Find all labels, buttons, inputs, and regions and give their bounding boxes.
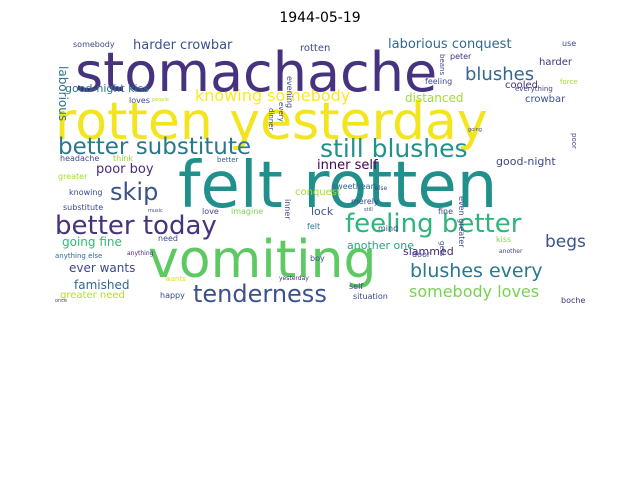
word-feeling-better: feeling better (345, 209, 522, 239)
word-going-fine: going fine (62, 235, 122, 249)
word-use: use (562, 39, 577, 48)
word-think: think (113, 154, 134, 163)
word-inner: inner (283, 199, 292, 220)
word-merely: merely (351, 197, 379, 206)
word-still: still (364, 207, 373, 213)
word-even-greater: even greater (457, 196, 466, 248)
word-anything-else: anything else (55, 252, 103, 260)
word-yesterday: yesterday (279, 275, 309, 282)
word-another-one: another one (347, 239, 414, 252)
word-blushes: blushes (465, 64, 535, 85)
word-harder-crowbar: harder crowbar (133, 38, 233, 53)
word-dinner: dinner (267, 108, 275, 131)
word-substitute: substitute (63, 203, 104, 212)
word-knowing-somebody: knowing somebody (195, 86, 351, 105)
word-loves: loves (129, 96, 150, 105)
word-tenderness: tenderness (193, 280, 327, 306)
chart-title: 1944-05-19 (279, 10, 361, 26)
word-lock: lock (311, 205, 334, 218)
word-begs: begs (545, 232, 585, 252)
word-self: self (349, 282, 364, 291)
word-poor: poor (570, 133, 578, 149)
word-vomiting: vomiting (148, 230, 377, 290)
word-mind: mind (378, 224, 399, 233)
word-cloud: felt rotten rotten yesterday stomachache… (55, 36, 585, 306)
word-still-blushes: still blushes (320, 134, 468, 163)
word-evening: evening (285, 76, 294, 109)
word-skip: skip (110, 178, 159, 206)
word-feeling: feeling (425, 77, 453, 86)
word-situation: situation (353, 292, 388, 301)
word-somebody-loves: somebody loves (409, 282, 540, 301)
word-crowbar: crowbar (525, 94, 566, 105)
word-stomachache: stomachache (75, 41, 438, 104)
word-ever-wants: ever wants (69, 261, 136, 275)
word-better-substitute: better substitute (58, 134, 252, 160)
word-love: love (202, 207, 219, 216)
word-poor-boy: poor boy (96, 162, 154, 177)
word-people: people (152, 97, 169, 103)
word-good-night-kiss: good-night kiss (65, 82, 150, 95)
word-boy: boy (310, 254, 325, 263)
word-kiss: kiss (496, 235, 512, 244)
word-conquest: conquest (295, 187, 341, 198)
word-another: another (499, 248, 523, 255)
word-cooled: cooled (505, 80, 539, 91)
word-felt-rotten: felt rotten (178, 149, 498, 223)
word-inner-self: inner self (317, 158, 378, 173)
word-felt: felt (307, 222, 321, 231)
word-wants: wants (165, 275, 186, 283)
word-slammed: slammed (403, 245, 454, 258)
word-force: force (560, 78, 578, 86)
word-fine: fine (438, 207, 454, 216)
word-greater: greater (58, 172, 88, 181)
word-going: going (468, 127, 482, 133)
word-boche: boche (561, 296, 585, 305)
word-rotten: rotten (300, 43, 331, 54)
word-need: need (158, 234, 178, 243)
word-peter: peter (450, 52, 472, 61)
word-every: every (277, 102, 285, 122)
word-laborious-conquest: laborious conquest (388, 37, 512, 52)
word-laborious: laborious (56, 66, 70, 122)
word-greater-need: greater need (60, 290, 125, 301)
word-everything: everything (515, 85, 553, 93)
word-somebody: somebody (73, 40, 115, 49)
word-distanced: distanced (405, 91, 464, 105)
word-better-today: better today (55, 211, 217, 241)
word-famished: famished (74, 278, 130, 292)
word-imagine: imagine (231, 207, 264, 216)
word-better: better (217, 156, 239, 164)
word-beans: beans (438, 54, 446, 76)
word-sweetheart: sweetheart (332, 182, 378, 191)
word-else: else (375, 185, 388, 192)
word-knowing: knowing (69, 188, 103, 197)
word-door: door (412, 250, 431, 259)
word-good-night: good-night (496, 155, 556, 168)
word-blushes-every: blushes every (410, 260, 543, 282)
word-music: music (148, 208, 163, 214)
word-once: once (55, 298, 68, 304)
word-happy: happy (160, 291, 185, 300)
word-rotten-yesterday: rotten yesterday (55, 92, 488, 152)
word-anything: anything (127, 250, 154, 257)
word-gets: gets (438, 241, 446, 257)
word-headache: headache (60, 154, 100, 163)
word-harder: harder (539, 57, 573, 68)
